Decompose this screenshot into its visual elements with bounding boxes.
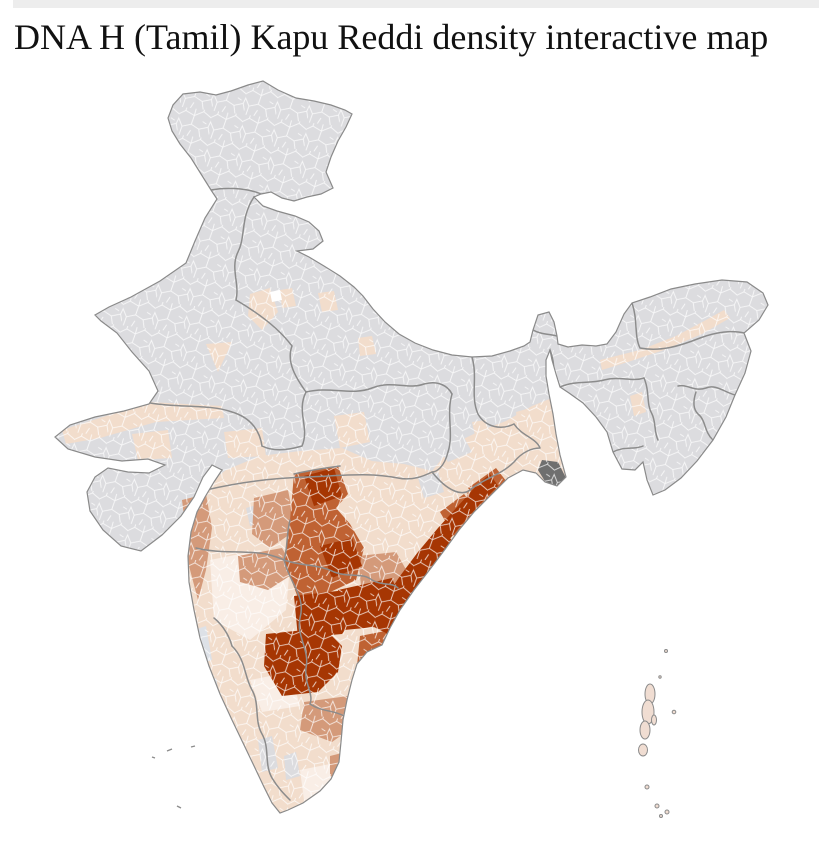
page-title: DNA H (Tamil) Kapu Reddi density interac… xyxy=(14,17,769,57)
andaman-nicobar-islands[interactable] xyxy=(638,649,677,818)
district-mesh-overlay xyxy=(55,81,768,813)
top-bar xyxy=(13,0,819,8)
lakshadweep-islands[interactable] xyxy=(151,745,196,809)
state-borders xyxy=(149,187,745,801)
